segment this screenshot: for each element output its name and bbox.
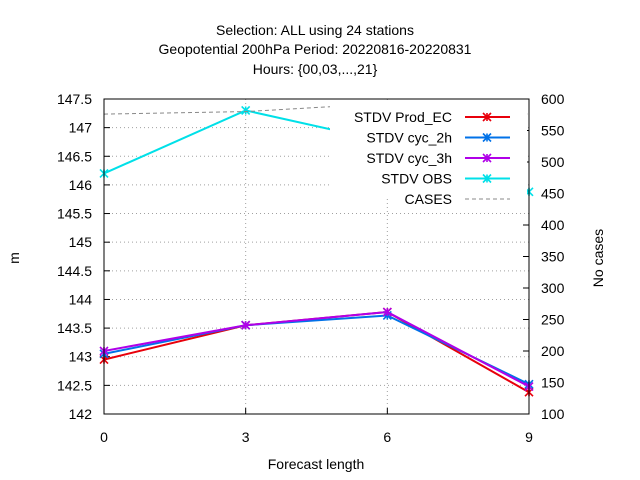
x-tick-label: 3 bbox=[242, 429, 250, 445]
y-tick-label: 143.5 bbox=[57, 320, 92, 336]
x-axis-label: Forecast length bbox=[268, 456, 365, 472]
y2-tick-label: 300 bbox=[541, 280, 565, 296]
y-tick-label: 146.5 bbox=[57, 148, 92, 164]
legend-label: STDV OBS bbox=[381, 171, 452, 187]
legend-label: STDV cyc_2h bbox=[366, 130, 452, 146]
y-tick-label: 143 bbox=[69, 349, 93, 365]
series-line bbox=[103, 311, 530, 388]
y2-tick-label: 100 bbox=[541, 406, 565, 422]
plot-frame bbox=[103, 98, 530, 415]
series-stdv-cyc-2h bbox=[99, 310, 534, 389]
y2-tick-label: 250 bbox=[541, 312, 565, 328]
y2-tick-label: 500 bbox=[541, 154, 565, 170]
data-point bbox=[241, 105, 251, 116]
x-tick-label: 6 bbox=[383, 429, 391, 445]
x-tick-label: 9 bbox=[525, 429, 533, 445]
y2-tick-label: 600 bbox=[541, 91, 565, 107]
y-tick-label: 145.5 bbox=[57, 206, 92, 222]
y-tick-label: 145 bbox=[69, 234, 93, 250]
chart-title-line-2: Geopotential 200hPa Period: 20220816-202… bbox=[159, 41, 472, 57]
legend-label: CASES bbox=[405, 191, 452, 207]
chart-title-line-3: Hours: {00,03,...,21} bbox=[253, 61, 378, 77]
legend-label: STDV Prod_EC bbox=[354, 109, 452, 125]
y2-tick-label: 400 bbox=[541, 217, 565, 233]
x-tick-label: 0 bbox=[100, 429, 108, 445]
chart-title-line-1: Selection: ALL using 24 stations bbox=[216, 22, 414, 38]
y-tick-label: 142 bbox=[69, 406, 93, 422]
y2-axis-label: No cases bbox=[590, 229, 606, 287]
y-tick-label: 147 bbox=[69, 120, 93, 136]
y-tick-label: 144 bbox=[69, 291, 93, 307]
y-tick-label: 147.5 bbox=[57, 91, 92, 107]
data-point bbox=[241, 320, 251, 330]
data-point bbox=[382, 307, 392, 317]
legend-label: STDV cyc_3h bbox=[366, 150, 452, 166]
y2-tick-label: 150 bbox=[541, 375, 565, 391]
y2-tick-label: 200 bbox=[541, 343, 565, 359]
series-line bbox=[103, 102, 530, 115]
legend-marker bbox=[482, 153, 492, 163]
ticks: 142 142.5 143 143.5 144 144.5 145 145.5 146 146.5… bbox=[57, 91, 565, 445]
legend-marker bbox=[482, 132, 492, 143]
legend-marker bbox=[482, 173, 492, 184]
legend-marker bbox=[482, 112, 492, 122]
y2-tick-label: 450 bbox=[541, 186, 565, 202]
y-tick-label: 144.5 bbox=[57, 263, 92, 279]
y-tick-label: 146 bbox=[69, 177, 93, 193]
series-cases bbox=[103, 102, 530, 115]
y2-tick-label: 350 bbox=[541, 249, 565, 265]
legend: STDV Prod_EC STDV cyc_2h STDV cyc_3h STDV O… bbox=[330, 100, 527, 207]
y-tick-label: 142.5 bbox=[57, 377, 92, 393]
y2-tick-label: 550 bbox=[541, 123, 565, 139]
series-line bbox=[103, 314, 530, 386]
y-axis-label: m bbox=[6, 252, 22, 264]
